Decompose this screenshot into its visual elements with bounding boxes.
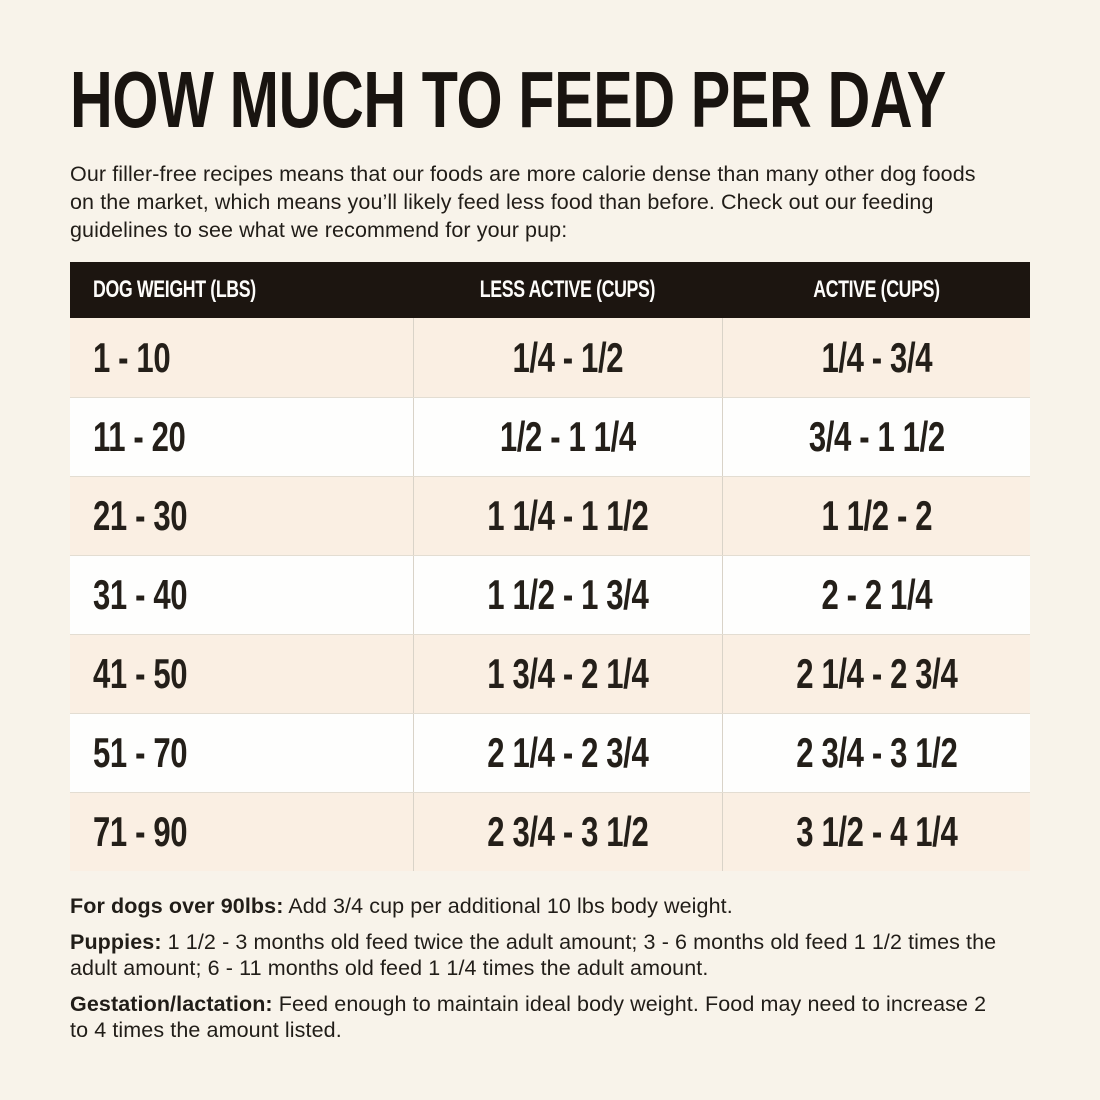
cell-weight: 1 - 10 xyxy=(70,318,413,397)
active-value: 3/4 - 1 1/2 xyxy=(808,413,945,460)
note-gestation-text: Feed enough to maintain ideal body weigh… xyxy=(70,992,987,1042)
weight-value: 11 - 20 xyxy=(93,413,186,460)
cell-less-active: 2 1/4 - 2 3/4 xyxy=(413,714,722,792)
cell-less-active: 2 3/4 - 3 1/2 xyxy=(413,793,722,871)
active-value: 2 - 2 1/4 xyxy=(821,571,932,618)
less-active-value: 1/4 - 1/2 xyxy=(512,333,624,381)
note-over-90lbs-text: Add 3/4 cup per additional 10 lbs body w… xyxy=(288,894,733,918)
cell-weight: 21 - 30 xyxy=(70,477,413,555)
cell-weight: 41 - 50 xyxy=(70,635,413,713)
footnotes: For dogs over 90lbs: Add 3/4 cup per add… xyxy=(70,893,1010,1043)
intro-paragraph: Our filler-free recipes means that our f… xyxy=(70,162,976,242)
cell-weight: 31 - 40 xyxy=(70,556,413,634)
table-row: 51 - 70 2 1/4 - 2 3/4 2 3/4 - 3 1/2 xyxy=(70,713,1030,792)
weight-value: 31 - 40 xyxy=(93,571,188,618)
active-value: 3 1/2 - 4 1/4 xyxy=(795,808,958,855)
header-less-active-label: LESS ACTIVE (CUPS) xyxy=(479,276,656,303)
cell-active: 2 - 2 1/4 xyxy=(722,556,1030,634)
less-active-value: 1 3/4 - 2 1/4 xyxy=(487,650,649,697)
table-row: 21 - 30 1 1/4 - 1 1/2 1 1/2 - 2 xyxy=(70,476,1030,555)
weight-value: 71 - 90 xyxy=(93,808,188,855)
cell-weight: 71 - 90 xyxy=(70,793,413,871)
cell-weight: 11 - 20 xyxy=(70,398,413,476)
less-active-value: 1/2 - 1 1/4 xyxy=(500,413,636,460)
note-gestation-label: Gestation/lactation: xyxy=(70,992,273,1016)
table-row: 1 - 10 1/4 - 1/2 1/4 - 3/4 xyxy=(70,318,1030,397)
page-title-text: HOW MUCH TO FEED PER DAY xyxy=(70,55,946,144)
cell-active: 2 1/4 - 2 3/4 xyxy=(722,635,1030,713)
active-value: 2 1/4 - 2 3/4 xyxy=(795,650,958,697)
cell-less-active: 1 1/2 - 1 3/4 xyxy=(413,556,722,634)
cell-active: 3/4 - 1 1/2 xyxy=(722,398,1030,476)
table-row: 71 - 90 2 3/4 - 3 1/2 3 1/2 - 4 1/4 xyxy=(70,792,1030,871)
weight-value: 51 - 70 xyxy=(93,729,188,776)
header-dog-weight: DOG WEIGHT (LBS) xyxy=(70,262,413,318)
active-value: 1 1/2 - 2 xyxy=(821,492,932,539)
weight-value: 41 - 50 xyxy=(93,650,188,697)
note-over-90lbs: For dogs over 90lbs: Add 3/4 cup per add… xyxy=(70,893,1010,919)
less-active-value: 2 1/4 - 2 3/4 xyxy=(487,729,649,776)
header-dog-weight-label: DOG WEIGHT (LBS) xyxy=(93,276,256,303)
table-header-row: DOG WEIGHT (LBS) LESS ACTIVE (CUPS) ACTI… xyxy=(70,262,1030,318)
feeding-table: DOG WEIGHT (LBS) LESS ACTIVE (CUPS) ACTI… xyxy=(70,262,1030,871)
note-over-90lbs-label: For dogs over 90lbs: xyxy=(70,894,284,918)
cell-active: 1/4 - 3/4 xyxy=(722,318,1030,397)
weight-value: 21 - 30 xyxy=(93,492,188,539)
header-active-label: ACTIVE (CUPS) xyxy=(812,276,940,303)
note-puppies-label: Puppies: xyxy=(70,930,162,954)
weight-value: 1 - 10 xyxy=(93,333,171,381)
header-active: ACTIVE (CUPS) xyxy=(722,262,1030,318)
note-gestation: Gestation/lactation: Feed enough to main… xyxy=(70,991,1010,1043)
cell-less-active: 1 3/4 - 2 1/4 xyxy=(413,635,722,713)
note-puppies-text: 1 1/2 - 3 months old feed twice the adul… xyxy=(70,930,997,980)
table-row: 31 - 40 1 1/2 - 1 3/4 2 - 2 1/4 xyxy=(70,555,1030,634)
table-row: 41 - 50 1 3/4 - 2 1/4 2 1/4 - 2 3/4 xyxy=(70,634,1030,713)
cell-less-active: 1/4 - 1/2 xyxy=(413,318,722,397)
cell-less-active: 1 1/4 - 1 1/2 xyxy=(413,477,722,555)
cell-weight: 51 - 70 xyxy=(70,714,413,792)
active-value: 1/4 - 3/4 xyxy=(821,333,932,381)
cell-active: 1 1/2 - 2 xyxy=(722,477,1030,555)
table-row: 11 - 20 1/2 - 1 1/4 3/4 - 1 1/2 xyxy=(70,397,1030,476)
cell-active: 2 3/4 - 3 1/2 xyxy=(722,714,1030,792)
cell-less-active: 1/2 - 1 1/4 xyxy=(413,398,722,476)
less-active-value: 1 1/4 - 1 1/2 xyxy=(487,492,649,539)
less-active-value: 2 3/4 - 3 1/2 xyxy=(487,808,649,855)
less-active-value: 1 1/2 - 1 3/4 xyxy=(487,571,649,618)
active-value: 2 3/4 - 3 1/2 xyxy=(795,729,958,776)
page-title: HOW MUCH TO FEED PER DAY xyxy=(70,55,1030,144)
cell-active: 3 1/2 - 4 1/4 xyxy=(722,793,1030,871)
header-less-active: LESS ACTIVE (CUPS) xyxy=(413,262,722,318)
note-puppies: Puppies: 1 1/2 - 3 months old feed twice… xyxy=(70,929,1010,981)
